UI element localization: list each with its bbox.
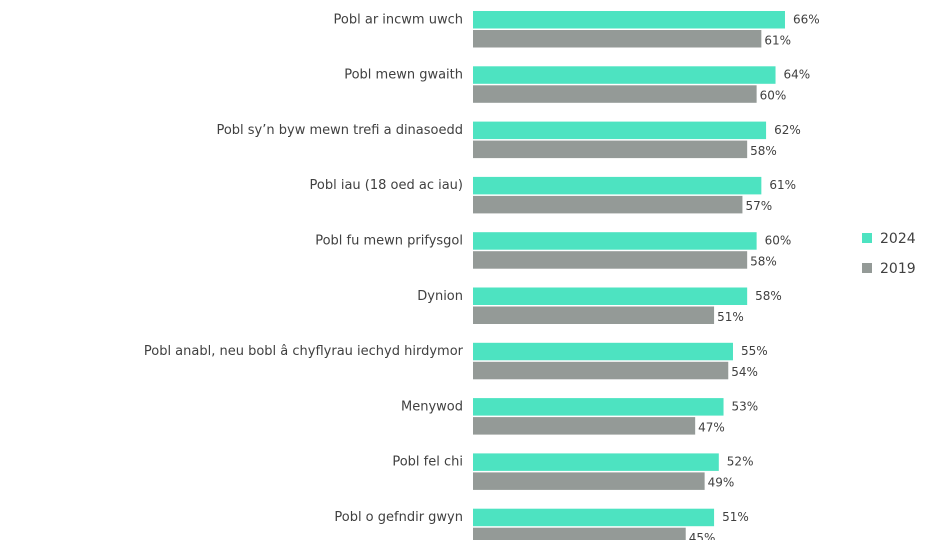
legend-swatch: [862, 233, 872, 243]
bar: [473, 30, 762, 48]
value-label: 61%: [769, 178, 796, 192]
value-label: 47%: [698, 420, 725, 434]
value-label: 54%: [731, 365, 758, 379]
value-label: 58%: [750, 254, 777, 268]
bar: [473, 527, 686, 540]
value-label: 60%: [765, 233, 792, 247]
value-label: 58%: [755, 289, 782, 303]
value-label: 53%: [732, 399, 759, 413]
bar: [473, 417, 696, 435]
bar: [473, 140, 748, 159]
bar: [473, 232, 757, 250]
bar: [473, 361, 729, 380]
bar: [473, 508, 715, 527]
bar: [473, 287, 748, 305]
category-label: Pobl fel chi: [392, 455, 463, 470]
value-label: 62%: [774, 123, 801, 137]
value-label: 55%: [741, 344, 768, 358]
value-label: 51%: [717, 310, 744, 324]
value-label: 60%: [760, 89, 787, 103]
value-label: 57%: [745, 199, 772, 213]
bar: [473, 121, 767, 140]
value-label: 45%: [689, 531, 716, 540]
value-label: 49%: [708, 476, 735, 490]
legend-swatch: [862, 263, 872, 273]
category-label: Pobl ar incwm uwch: [334, 12, 463, 27]
value-label: 52%: [727, 455, 754, 469]
bar: [473, 342, 733, 361]
bar: [473, 85, 757, 103]
category-label: Dynion: [417, 289, 463, 304]
category-label: Pobl anabl, neu bobl â chyflyrau iechyd …: [144, 344, 464, 359]
value-label: 61%: [764, 33, 791, 47]
legend-label: 2024: [880, 231, 916, 247]
category-label: Pobl iau (18 oed ac iau): [310, 178, 464, 193]
category-label: Pobl mewn gwaith: [344, 68, 463, 83]
bar: [473, 398, 724, 416]
category-label: Pobl o gefndir gwyn: [334, 510, 463, 525]
value-label: 51%: [722, 510, 749, 524]
bar: [473, 251, 748, 269]
category-label: Menywod: [401, 399, 463, 414]
value-label: 58%: [750, 144, 777, 158]
bar: [473, 66, 776, 84]
bar: [473, 176, 762, 195]
value-label: 66%: [793, 12, 820, 26]
category-label: Pobl fu mewn prifysgol: [315, 233, 463, 248]
bar: [473, 306, 715, 324]
legend-label: 2019: [880, 261, 916, 277]
bar: [473, 453, 719, 471]
category-label: Pobl sy’n byw mewn trefi a dinasoedd: [216, 123, 463, 138]
bar: [473, 11, 785, 29]
bar: [473, 472, 705, 490]
value-label: 64%: [784, 68, 811, 82]
bar: [473, 195, 743, 214]
